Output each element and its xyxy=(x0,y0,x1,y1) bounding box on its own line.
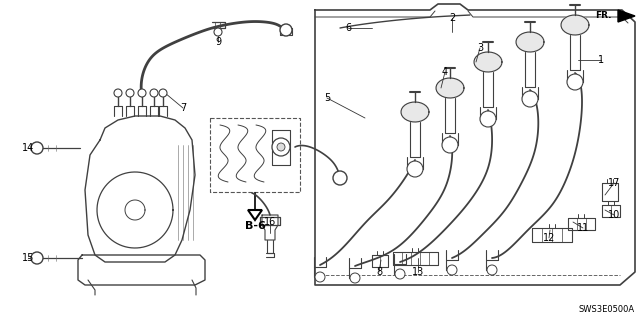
Circle shape xyxy=(447,265,457,275)
Text: SWS3E0500A: SWS3E0500A xyxy=(579,305,635,314)
Text: 10: 10 xyxy=(608,210,620,220)
Text: 16: 16 xyxy=(264,217,276,227)
Circle shape xyxy=(214,28,222,36)
Text: 1: 1 xyxy=(598,55,604,65)
Circle shape xyxy=(350,273,360,283)
Text: B-6: B-6 xyxy=(244,221,266,231)
Text: 15: 15 xyxy=(22,253,34,263)
Circle shape xyxy=(480,111,496,127)
Circle shape xyxy=(567,74,583,90)
Circle shape xyxy=(315,272,325,282)
Circle shape xyxy=(333,171,347,185)
Circle shape xyxy=(487,265,497,275)
Text: 11: 11 xyxy=(577,223,589,233)
Text: 17: 17 xyxy=(608,178,620,188)
Text: 14: 14 xyxy=(22,143,34,153)
Polygon shape xyxy=(436,78,464,98)
Text: 4: 4 xyxy=(442,67,448,77)
Circle shape xyxy=(280,24,292,36)
Polygon shape xyxy=(474,52,502,72)
Circle shape xyxy=(522,91,538,107)
Text: 6: 6 xyxy=(345,23,351,33)
Circle shape xyxy=(31,142,43,154)
Circle shape xyxy=(159,89,167,97)
Circle shape xyxy=(272,138,290,156)
Circle shape xyxy=(31,252,43,264)
Text: 13: 13 xyxy=(412,267,424,277)
Text: 3: 3 xyxy=(477,43,483,53)
Circle shape xyxy=(277,143,285,151)
Circle shape xyxy=(395,269,405,279)
Text: 12: 12 xyxy=(543,233,555,243)
Text: FR.: FR. xyxy=(595,11,612,20)
Circle shape xyxy=(114,89,122,97)
Circle shape xyxy=(407,161,423,177)
Polygon shape xyxy=(618,10,635,22)
Circle shape xyxy=(138,89,146,97)
Text: 2: 2 xyxy=(449,13,455,23)
Text: 8: 8 xyxy=(376,267,382,277)
Text: 9: 9 xyxy=(215,37,221,47)
Circle shape xyxy=(150,89,158,97)
Polygon shape xyxy=(516,32,544,52)
Circle shape xyxy=(126,89,134,97)
Text: 5: 5 xyxy=(324,93,330,103)
Polygon shape xyxy=(561,15,589,35)
Circle shape xyxy=(442,137,458,153)
Polygon shape xyxy=(248,210,262,220)
Polygon shape xyxy=(401,102,429,122)
Text: 7: 7 xyxy=(180,103,186,113)
